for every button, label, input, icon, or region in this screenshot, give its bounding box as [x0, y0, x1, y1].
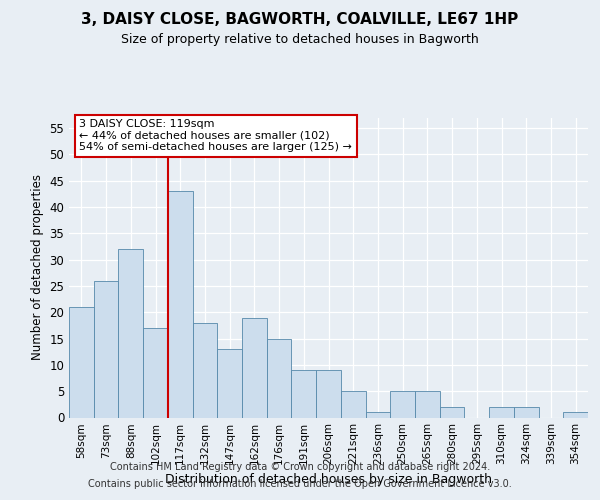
Bar — [316, 370, 341, 418]
Bar — [143, 328, 168, 418]
Bar — [489, 407, 514, 418]
Bar — [69, 307, 94, 418]
X-axis label: Distribution of detached houses by size in Bagworth: Distribution of detached houses by size … — [165, 473, 492, 486]
Bar — [415, 391, 440, 417]
Bar — [390, 391, 415, 417]
Text: Size of property relative to detached houses in Bagworth: Size of property relative to detached ho… — [121, 32, 479, 46]
Bar — [94, 280, 118, 417]
Text: Contains public sector information licensed under the Open Government Licence v3: Contains public sector information licen… — [88, 479, 512, 489]
Bar — [168, 191, 193, 418]
Bar — [242, 318, 267, 418]
Bar — [118, 249, 143, 418]
Bar — [440, 407, 464, 418]
Bar — [514, 407, 539, 418]
Bar — [365, 412, 390, 418]
Bar — [292, 370, 316, 418]
Bar — [217, 349, 242, 418]
Text: Contains HM Land Registry data © Crown copyright and database right 2024.: Contains HM Land Registry data © Crown c… — [110, 462, 490, 472]
Bar — [341, 391, 365, 417]
Text: 3 DAISY CLOSE: 119sqm
← 44% of detached houses are smaller (102)
54% of semi-det: 3 DAISY CLOSE: 119sqm ← 44% of detached … — [79, 119, 352, 152]
Bar — [563, 412, 588, 418]
Text: 3, DAISY CLOSE, BAGWORTH, COALVILLE, LE67 1HP: 3, DAISY CLOSE, BAGWORTH, COALVILLE, LE6… — [82, 12, 518, 28]
Y-axis label: Number of detached properties: Number of detached properties — [31, 174, 44, 360]
Bar — [193, 323, 217, 418]
Bar — [267, 338, 292, 417]
